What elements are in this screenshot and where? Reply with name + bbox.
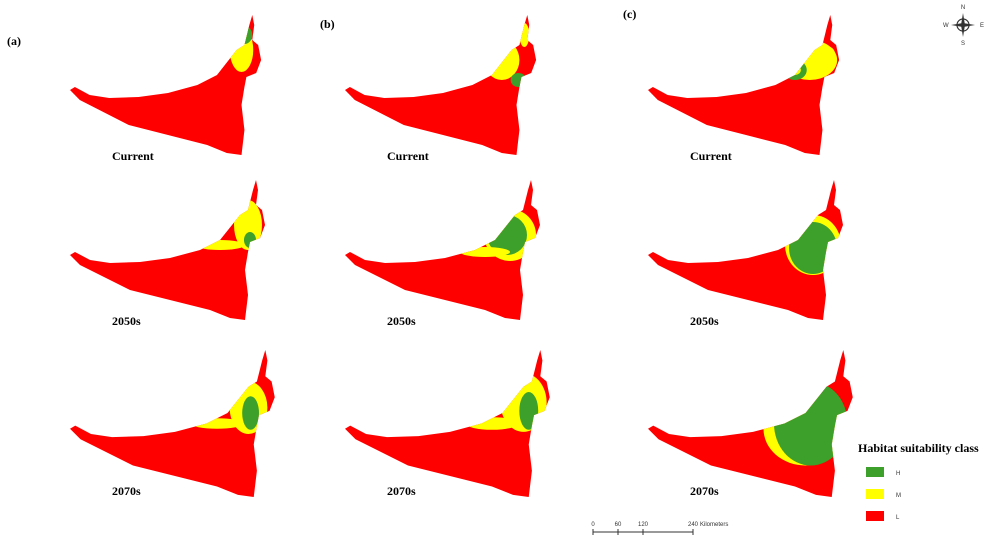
suitability-area (244, 232, 256, 248)
scale-label: 60 (615, 522, 622, 528)
legend-label: M (896, 493, 901, 499)
map (70, 350, 275, 497)
map (648, 15, 840, 155)
period-label: 2050s (690, 314, 719, 328)
suitability-area (190, 418, 244, 429)
compass-label: N (961, 5, 965, 11)
map (345, 15, 537, 155)
legend-label: H (896, 471, 900, 477)
scale-label: 0 (591, 522, 595, 528)
suitability-area (510, 73, 527, 87)
suitability-area (519, 23, 530, 47)
legend-swatch (866, 467, 884, 477)
suitability-area (823, 47, 836, 63)
legend-label: L (896, 515, 900, 521)
map-base (345, 15, 537, 155)
scale-label: 120 (638, 522, 649, 528)
suitability-area (195, 240, 245, 250)
suitability-area (789, 65, 801, 75)
map (345, 180, 540, 320)
period-label: 2070s (690, 484, 719, 498)
period-label: 2050s (387, 314, 416, 328)
legend-swatch (866, 511, 884, 521)
panel-label: (a) (7, 34, 21, 48)
map (70, 180, 265, 320)
suitability-area (484, 40, 520, 80)
legend-title: Habitat suitability class (858, 441, 979, 455)
suitability-overlay (785, 215, 841, 275)
suitability-overlay (782, 40, 838, 80)
scale-bar: 0 60 120 240 Kilometers (591, 522, 728, 535)
map (345, 350, 550, 497)
suitability-overlay (465, 373, 547, 432)
map-base (70, 180, 265, 320)
suitability-overlay (229, 26, 254, 72)
panel-label: (c) (623, 7, 636, 21)
period-label: Current (112, 149, 154, 163)
suitability-overlay (190, 381, 268, 434)
scale-unit: Kilometers (700, 522, 728, 528)
period-label: 2070s (112, 484, 141, 498)
panel-label: (b) (320, 17, 335, 31)
suitability-area (774, 381, 848, 466)
period-label: Current (690, 149, 732, 163)
compass-label: E (980, 23, 984, 29)
compass: N S E W (943, 5, 984, 47)
map (648, 180, 843, 320)
suitability-area (783, 60, 807, 80)
map (648, 350, 853, 497)
period-label: 2070s (387, 484, 416, 498)
suitability-area (465, 417, 519, 430)
suitability-overlay (763, 381, 848, 466)
suitability-overlay (460, 209, 536, 261)
suitability-area (236, 26, 253, 44)
compass-label: W (943, 23, 949, 29)
suitability-area (519, 392, 539, 430)
compass-label: S (961, 41, 965, 47)
suitability-area (242, 396, 259, 430)
period-label: 2050s (112, 314, 141, 328)
map (70, 15, 262, 155)
suitability-area (789, 222, 837, 274)
period-label: Current (387, 149, 429, 163)
suitability-area (460, 247, 510, 257)
scale-label: 240 (688, 522, 699, 528)
map-base (648, 15, 840, 155)
legend-swatch (866, 489, 884, 499)
map-base (70, 15, 262, 155)
suitability-overlay (195, 200, 262, 250)
